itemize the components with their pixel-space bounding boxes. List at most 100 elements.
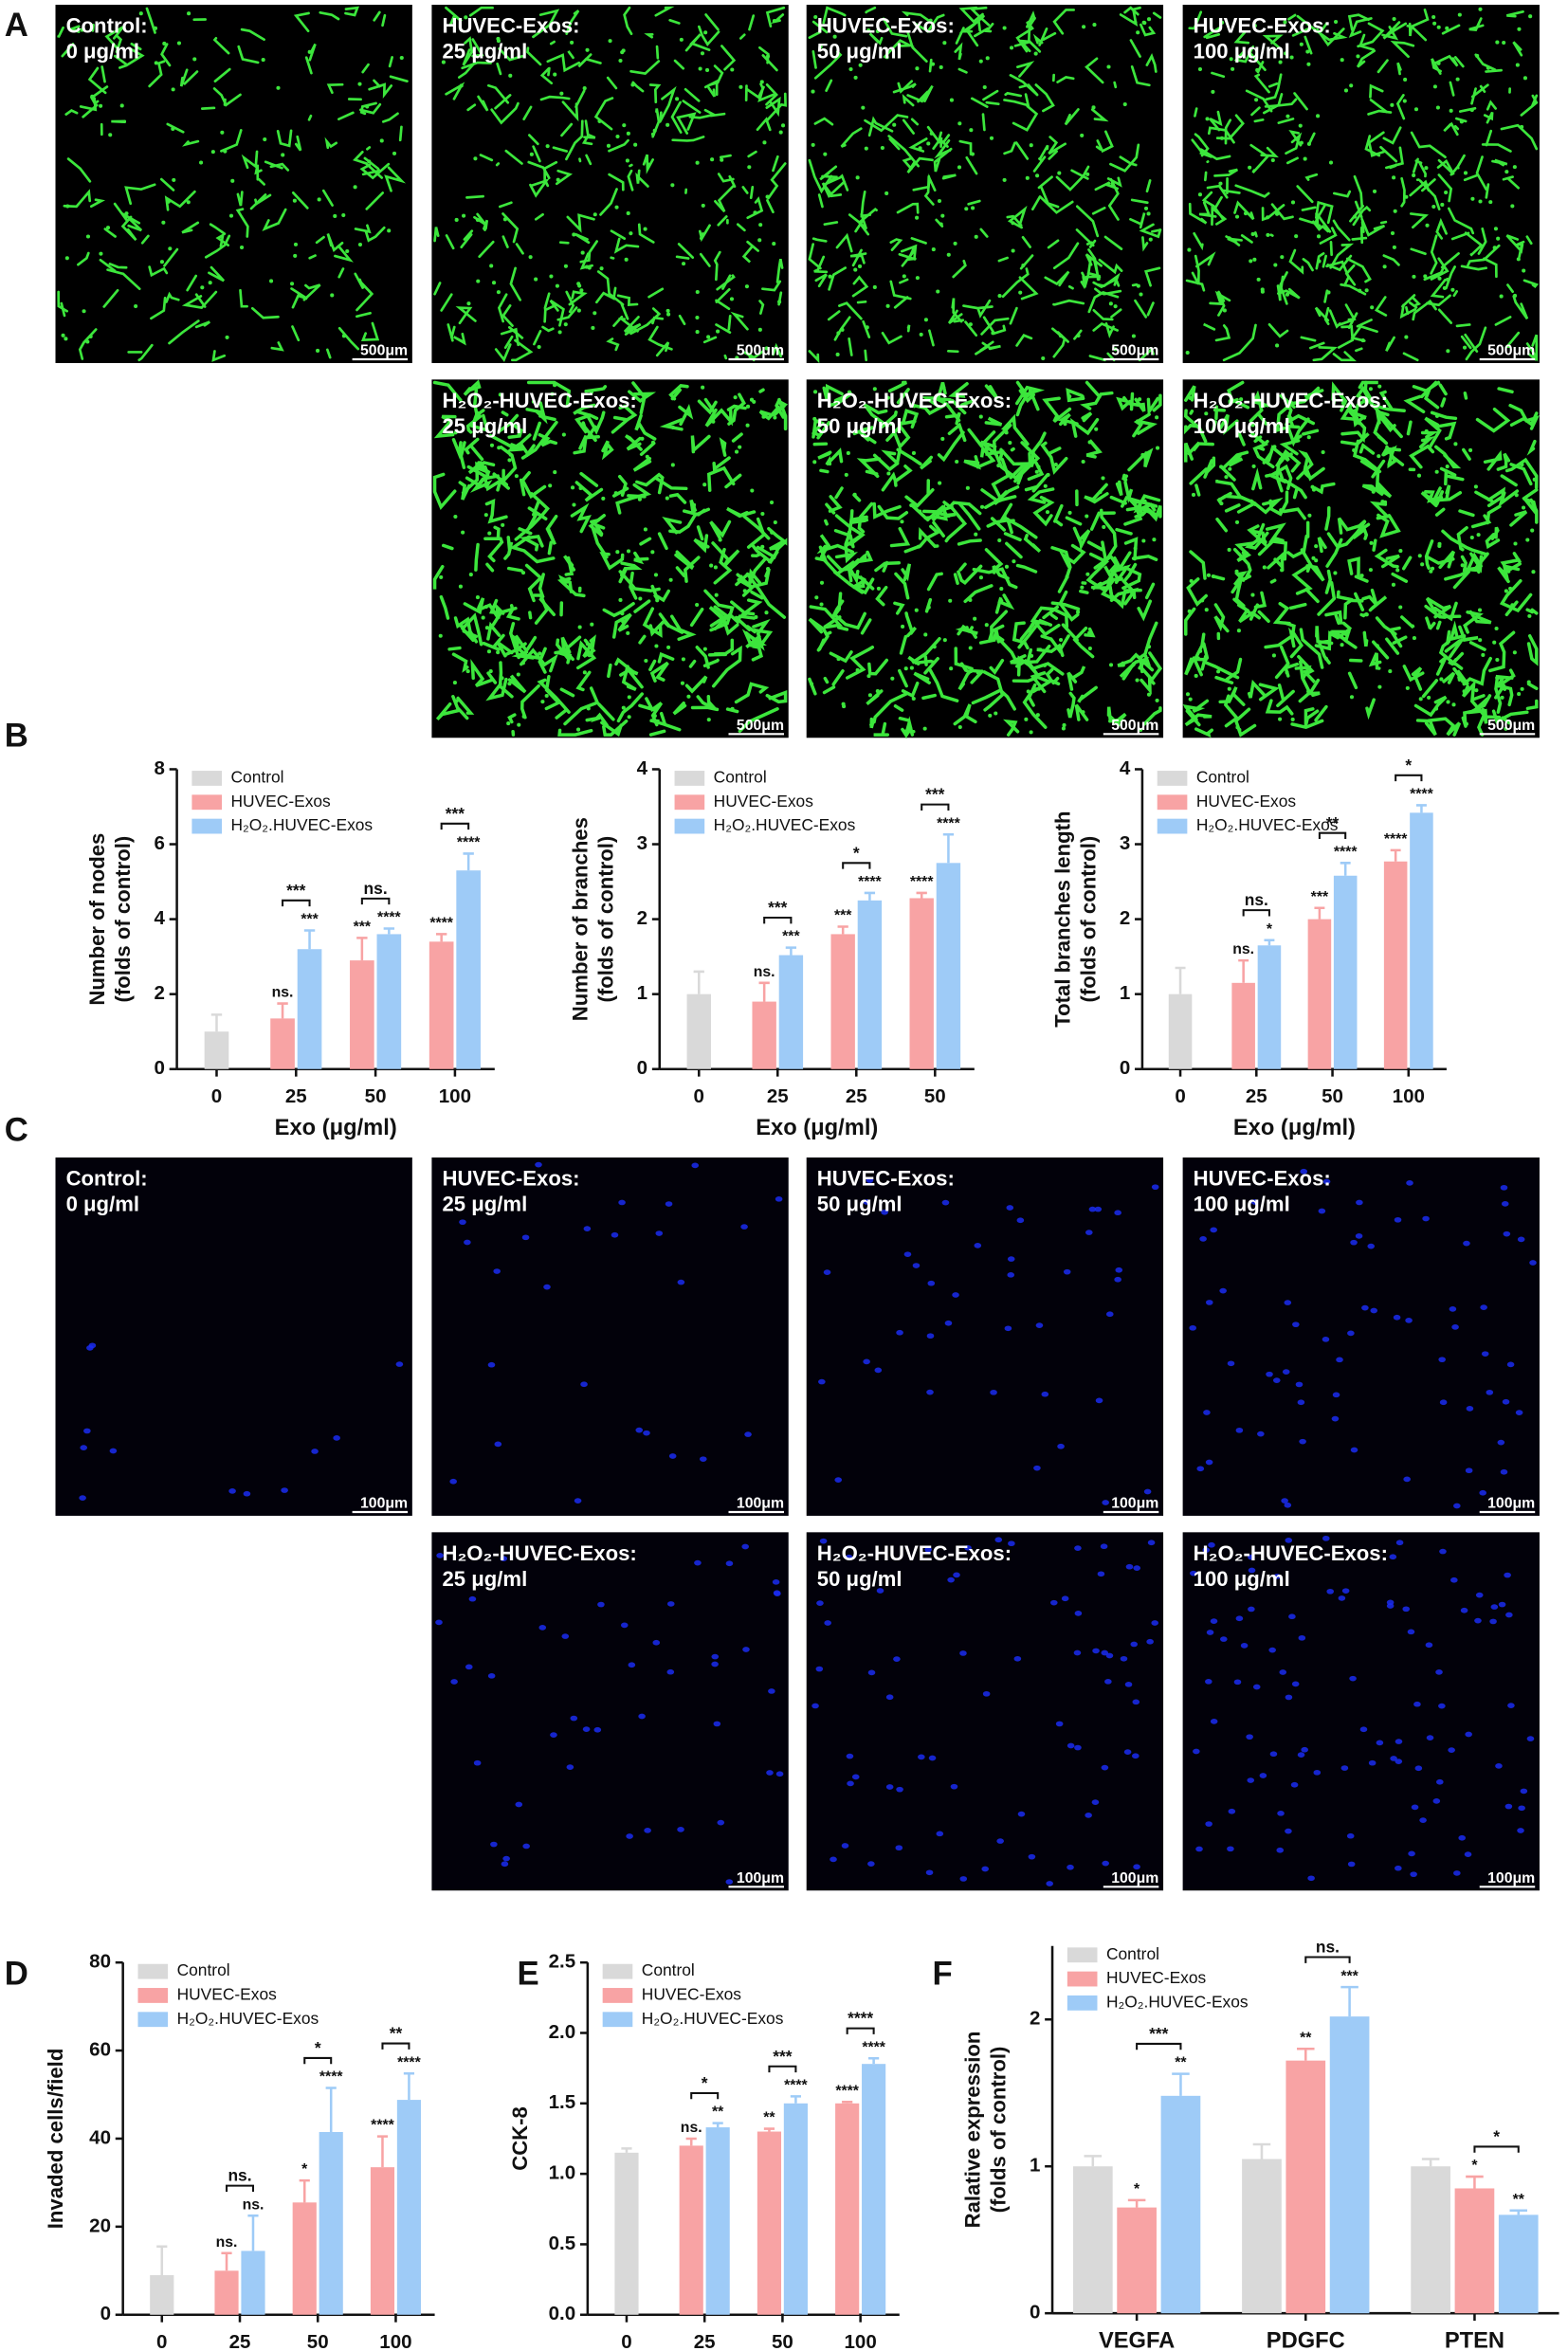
nucleus: [1195, 1847, 1203, 1852]
cell-dot: [994, 711, 997, 715]
image-title: HUVEC-Exos:: [1194, 1167, 1331, 1191]
nucleus: [644, 1828, 651, 1833]
nucleus: [886, 1784, 894, 1790]
nucleus: [1189, 1325, 1196, 1331]
cell-network: [1152, 230, 1160, 232]
nucleus: [1332, 1416, 1340, 1422]
error-bar: [868, 2058, 879, 2064]
cell-dot: [618, 598, 622, 602]
cell-dot: [1474, 484, 1478, 488]
legend-swatch: [137, 1964, 168, 1979]
nucleus: [1377, 1740, 1384, 1746]
cell-dot: [1350, 695, 1354, 699]
cell-dot: [701, 51, 704, 55]
nucleus: [1461, 1608, 1468, 1613]
panel-letter: F: [933, 1957, 953, 1993]
micrograph: H₂O₂-HUVEC-Exos:100 μg/ml100μm: [1183, 1532, 1540, 1890]
nucleus: [1075, 1611, 1083, 1616]
cell-dot: [1477, 533, 1481, 537]
cell-dot: [682, 262, 685, 265]
cell-dot: [1231, 67, 1234, 71]
nucleus: [1056, 1722, 1064, 1727]
cell-dot: [1192, 493, 1195, 497]
cell-dot: [1141, 538, 1145, 542]
cell-dot: [1030, 654, 1033, 658]
cell-dot: [587, 706, 591, 710]
nucleus: [1476, 1593, 1484, 1598]
scale-bar-label: 500μm: [1111, 342, 1158, 358]
cell-dot: [85, 339, 89, 343]
nucleus: [1042, 1392, 1049, 1397]
micrograph: Control:0 μg/ml500μm: [56, 5, 412, 363]
nucleus: [926, 1869, 934, 1875]
cell-dot: [209, 281, 212, 284]
nucleus: [852, 1775, 860, 1780]
nucleus: [1396, 1540, 1404, 1545]
cell-dot: [469, 573, 473, 576]
nucleus: [1146, 1639, 1154, 1645]
nucleus: [1203, 1410, 1211, 1415]
cell-dot: [1271, 158, 1275, 162]
cell-dot: [293, 254, 297, 258]
cell-dot: [226, 336, 229, 339]
nucleus: [959, 1650, 967, 1656]
y-tick-label: 0: [155, 1057, 165, 1079]
nucleus: [1008, 1256, 1015, 1262]
y-axis-title: CCK-8: [508, 2106, 532, 2171]
cell-dot: [1311, 556, 1315, 560]
cell-dot: [979, 415, 983, 419]
cell-dot: [490, 444, 494, 447]
cell-dot: [1528, 14, 1532, 18]
nucleus: [953, 1573, 960, 1578]
nucleus: [1067, 1743, 1075, 1749]
cell-dot: [614, 491, 618, 495]
cell-dot: [760, 545, 764, 549]
nucleus: [1422, 1216, 1430, 1222]
cell-dot: [915, 609, 919, 612]
image-title: HUVEC-Exos:: [442, 1167, 579, 1191]
cell-dot: [1449, 109, 1453, 113]
nucleus: [1292, 1682, 1300, 1687]
cell-dot: [1437, 542, 1441, 546]
cell-dot: [1220, 137, 1224, 140]
cell-dot: [341, 213, 345, 217]
nucleus: [1435, 1669, 1443, 1675]
nucleus: [80, 1445, 87, 1450]
cell-dot: [1134, 547, 1138, 551]
bracket-label: ****: [848, 2009, 873, 2028]
cell-dot: [1392, 175, 1395, 179]
nucleus: [942, 1200, 950, 1206]
error-bar: [1422, 2159, 1440, 2166]
cell-dot: [1369, 568, 1373, 572]
cell-dot: [553, 73, 556, 77]
bracket-label: *: [853, 843, 860, 862]
cell-dot: [583, 86, 587, 90]
cell-dot: [1307, 435, 1311, 439]
cell-dot: [1446, 349, 1449, 353]
image-dose: 25 μg/ml: [442, 1567, 527, 1591]
nucleus: [717, 1820, 724, 1826]
y-tick-label: 1.0: [549, 2162, 576, 2184]
x-tick-label: 0: [211, 1085, 222, 1107]
y-tick-label: 1.5: [549, 2091, 576, 2113]
cell-network: [367, 147, 369, 149]
cell-dot: [358, 243, 362, 246]
cell-dot: [1291, 200, 1295, 204]
cell-dot: [1304, 157, 1307, 161]
y-tick-label: 80: [89, 1951, 111, 1973]
bracket-label: ns.: [228, 2166, 251, 2185]
cell-dot: [1403, 78, 1407, 82]
legend-label: Control: [714, 768, 767, 787]
cell-dot: [62, 334, 65, 337]
y-axis-title: (folds of control): [593, 836, 617, 1003]
nucleus: [1453, 1870, 1461, 1876]
cell-dot: [1266, 233, 1269, 237]
bracket-label: ns.: [1316, 1938, 1340, 1957]
nucleus: [1350, 1240, 1358, 1246]
cell-dot: [1500, 295, 1504, 299]
cell-dot: [1429, 570, 1432, 574]
cell-dot: [655, 598, 659, 602]
nucleus: [1133, 1565, 1140, 1571]
x-tick-label: 25: [229, 2331, 251, 2351]
bracket: [843, 863, 869, 868]
